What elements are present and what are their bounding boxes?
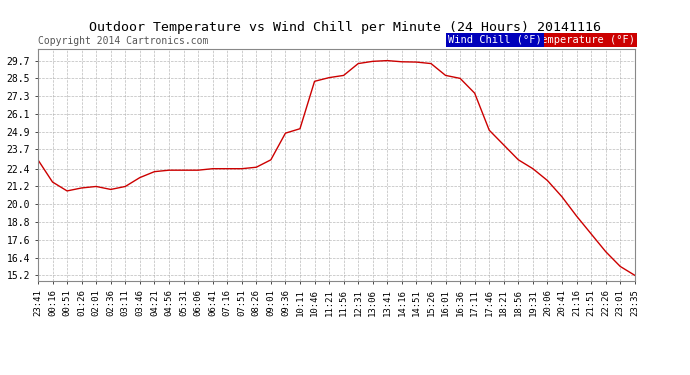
Text: Outdoor Temperature vs Wind Chill per Minute (24 Hours) 20141116: Outdoor Temperature vs Wind Chill per Mi… — [89, 21, 601, 34]
Text: Copyright 2014 Cartronics.com: Copyright 2014 Cartronics.com — [38, 36, 208, 46]
Text: Temperature (°F): Temperature (°F) — [535, 35, 635, 45]
Text: Wind Chill (°F): Wind Chill (°F) — [448, 35, 542, 45]
